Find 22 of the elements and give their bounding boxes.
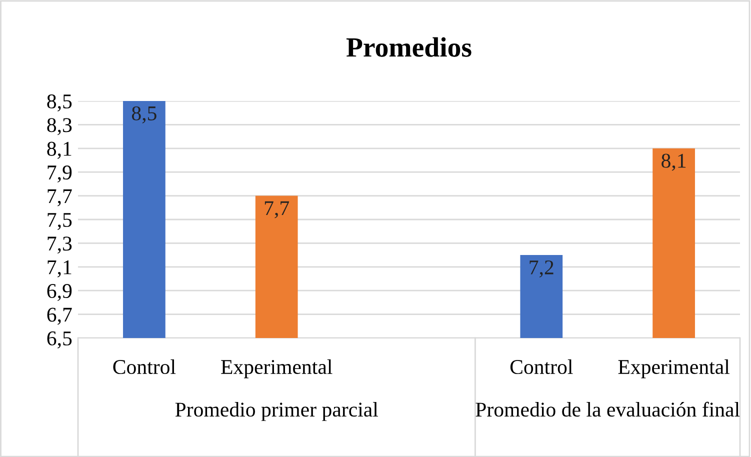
y-tick-label: 7,7	[48, 189, 72, 206]
y-tick-label: 7,9	[48, 166, 72, 183]
text: Promedio primer parcial	[175, 402, 378, 421]
y-tick-label: 8,5	[47, 94, 72, 112]
y-tick-label: 8,1	[47, 142, 72, 159]
y-tick-label: 6,7	[47, 308, 72, 325]
x-tick-label: Control	[113, 359, 176, 374]
y-tick-label: 6,9	[47, 284, 72, 302]
chart-title: Promedios	[346, 37, 472, 57]
text: Promedio de la evaluación final	[476, 402, 740, 417]
data-label: 7,7	[264, 201, 290, 218]
data-label: 8,5	[132, 106, 156, 124]
data-label: 8,1	[662, 154, 686, 171]
y-tick-label: 6,5	[47, 331, 72, 348]
y-tick-label: 7,5	[48, 213, 72, 230]
y-tick-label: 7,3	[48, 236, 72, 254]
data-label: 7,2	[530, 260, 554, 278]
x-tick-label: Control	[510, 359, 573, 374]
y-tick-label: 8,3	[47, 118, 72, 136]
x-tick-label: Experimental	[221, 359, 332, 378]
y-tick-label: 7,1	[48, 260, 72, 278]
x-tick-label: Experimental	[618, 359, 730, 378]
